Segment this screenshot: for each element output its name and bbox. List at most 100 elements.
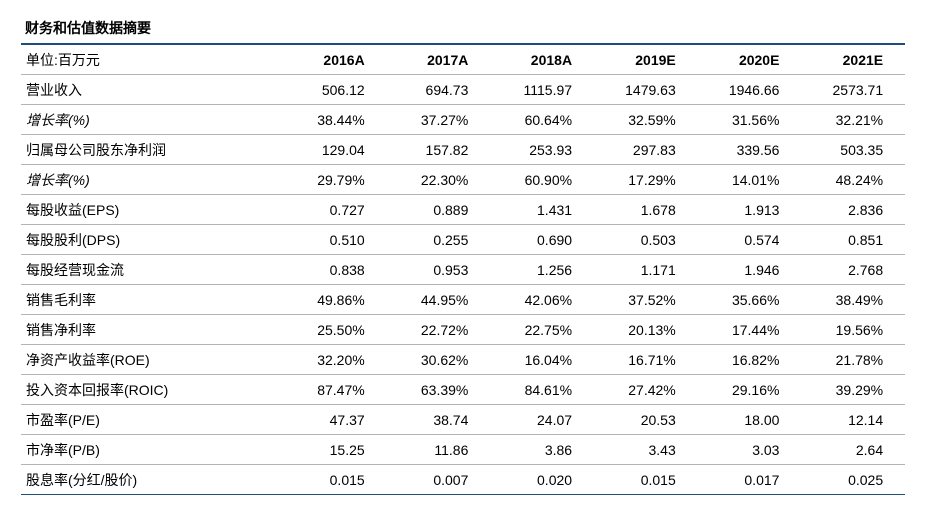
table-cell: 17.44% — [697, 314, 802, 345]
row-label: 增长率(%) — [21, 104, 283, 135]
table-cell: 25.50% — [283, 314, 387, 345]
table-cell: 0.015 — [283, 464, 387, 495]
table-cell: 0.025 — [801, 464, 906, 495]
table-cell: 38.44% — [283, 104, 387, 135]
year-header: 2020E — [697, 45, 802, 75]
row-label: 市盈率(P/E) — [21, 404, 283, 435]
table-cell: 16.71% — [594, 344, 698, 375]
table-cell: 0.727 — [283, 194, 387, 225]
table-cell: 30.62% — [386, 344, 491, 375]
row-label: 销售净利率 — [21, 314, 283, 345]
table-cell: 47.37 — [283, 404, 387, 435]
table-cell: 0.851 — [801, 224, 906, 255]
table-cell: 29.16% — [697, 374, 802, 405]
table-cell: 35.66% — [697, 284, 802, 315]
year-header: 2019E — [594, 45, 698, 75]
table-cell: 0.889 — [386, 194, 491, 225]
table-cell: 87.47% — [283, 374, 387, 405]
table-cell: 48.24% — [801, 164, 906, 195]
table-cell: 129.04 — [283, 134, 387, 165]
table-row: 市盈率(P/E) 47.37 38.74 24.07 20.53 18.00 12.14 — [21, 404, 906, 435]
table-cell: 1.913 — [697, 194, 802, 225]
table-cell: 2.768 — [801, 254, 906, 285]
table-cell: 694.73 — [386, 74, 491, 105]
table-cell: 1479.63 — [594, 74, 698, 105]
table-cell: 3.03 — [697, 434, 802, 465]
table-cell: 37.27% — [386, 104, 491, 135]
row-label: 每股股利(DPS) — [21, 224, 283, 255]
table-cell: 32.59% — [594, 104, 698, 135]
table-cell: 1.678 — [594, 194, 698, 225]
table-cell: 15.25 — [283, 434, 387, 465]
table-cell: 37.52% — [594, 284, 698, 315]
row-label: 股息率(分红/股价) — [21, 464, 283, 495]
table-cell: 0.510 — [283, 224, 387, 255]
table-cell: 14.01% — [697, 164, 802, 195]
table-cell: 0.953 — [386, 254, 491, 285]
table-cell: 22.30% — [386, 164, 491, 195]
table-row: 每股股利(DPS) 0.510 0.255 0.690 0.503 0.574 0.851 — [21, 224, 906, 255]
table-cell: 17.29% — [594, 164, 698, 195]
financial-summary-table: 单位:百万元 2016A 2017A 2018A 2019E 2020E 202… — [21, 45, 906, 495]
year-header: 2017A — [386, 45, 491, 75]
row-label: 市净率(P/B) — [21, 434, 283, 465]
header-row: 单位:百万元 2016A 2017A 2018A 2019E 2020E 202… — [21, 45, 906, 75]
year-header: 2018A — [490, 45, 595, 75]
table-cell: 16.82% — [697, 344, 802, 375]
table-cell: 0.690 — [490, 224, 595, 255]
table-row: 投入资本回报率(ROIC) 87.47% 63.39% 84.61% 27.42% 29.… — [21, 374, 906, 405]
table-cell: 63.39% — [386, 374, 491, 405]
row-label: 营业收入 — [21, 74, 283, 105]
table-cell: 503.35 — [801, 134, 906, 165]
table-row: 增长率(%) 38.44% 37.27% 60.64% 32.59% 31.56% 32.2… — [21, 104, 906, 135]
table-cell: 3.86 — [490, 434, 595, 465]
table-cell: 22.72% — [386, 314, 491, 345]
row-label: 净资产收益率(ROE) — [21, 344, 283, 375]
table-cell: 16.04% — [490, 344, 595, 375]
table-body: 营业收入 506.12 694.73 1115.97 1479.63 1946.66 257… — [21, 74, 906, 495]
table-title: 财务和估值数据摘要 — [25, 20, 151, 36]
table-cell: 1.946 — [697, 254, 802, 285]
table-cell: 38.49% — [801, 284, 906, 315]
row-label: 投入资本回报率(ROIC) — [21, 374, 283, 405]
table-cell: 32.21% — [801, 104, 906, 135]
table-cell: 0.015 — [594, 464, 698, 495]
row-label: 每股经营现金流 — [21, 254, 283, 285]
table-cell: 1946.66 — [697, 74, 802, 105]
table-cell: 3.43 — [594, 434, 698, 465]
table-cell: 42.06% — [490, 284, 595, 315]
table-cell: 11.86 — [386, 434, 491, 465]
row-label: 每股收益(EPS) — [21, 194, 283, 225]
table-cell: 0.503 — [594, 224, 698, 255]
table-cell: 1.256 — [490, 254, 595, 285]
table-cell: 1.431 — [490, 194, 595, 225]
table-cell: 2.64 — [801, 434, 906, 465]
table-row: 增长率(%) 29.79% 22.30% 60.90% 17.29% 14.01% 48.2… — [21, 164, 906, 195]
table-cell: 0.020 — [490, 464, 595, 495]
table-cell: 253.93 — [490, 134, 595, 165]
table-cell: 39.29% — [801, 374, 906, 405]
table-cell: 44.95% — [386, 284, 491, 315]
unit-label: 单位:百万元 — [21, 45, 283, 75]
row-label: 销售毛利率 — [21, 284, 283, 315]
table-cell: 0.838 — [283, 254, 387, 285]
table-cell: 1115.97 — [490, 74, 595, 105]
row-label: 归属母公司股东净利润 — [21, 134, 283, 165]
table-cell: 339.56 — [697, 134, 802, 165]
table-cell: 22.75% — [490, 314, 595, 345]
table-cell: 0.574 — [697, 224, 802, 255]
table-cell: 84.61% — [490, 374, 595, 405]
year-header: 2021E — [801, 45, 906, 75]
table-row: 营业收入 506.12 694.73 1115.97 1479.63 1946.66 257… — [21, 74, 906, 105]
table-cell: 297.83 — [594, 134, 698, 165]
table-row: 每股收益(EPS) 0.727 0.889 1.431 1.678 1.913 2.836 — [21, 194, 906, 225]
table-cell: 31.56% — [697, 104, 802, 135]
table-cell: 0.255 — [386, 224, 491, 255]
table-cell: 24.07 — [490, 404, 595, 435]
table-cell: 38.74 — [386, 404, 491, 435]
table-cell: 60.90% — [490, 164, 595, 195]
table-cell: 12.14 — [801, 404, 906, 435]
table-cell: 49.86% — [283, 284, 387, 315]
title-divider — [21, 43, 905, 45]
table-cell: 21.78% — [801, 344, 906, 375]
